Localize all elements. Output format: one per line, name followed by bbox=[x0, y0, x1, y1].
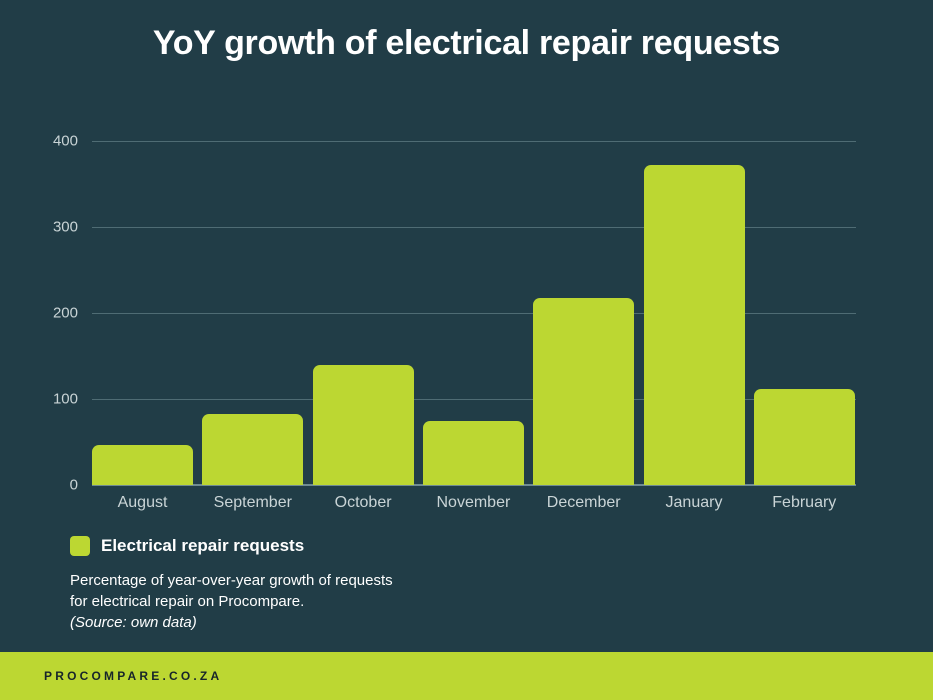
y-tick-label: 0 bbox=[69, 476, 78, 494]
bar-august bbox=[92, 444, 193, 485]
x-tick-label: February bbox=[772, 494, 837, 511]
description-text: Percentage of year-over-year growth of r… bbox=[70, 572, 393, 610]
x-tick-label: December bbox=[546, 494, 621, 511]
gridline-100 bbox=[92, 399, 856, 400]
y-tick-label: 400 bbox=[52, 132, 78, 150]
x-tick-label: September bbox=[213, 494, 292, 511]
footer-site-link[interactable]: PROCOMPARE.CO.ZA bbox=[44, 669, 223, 683]
y-tick-label: 200 bbox=[52, 304, 78, 322]
source-note: (Source: own data) bbox=[70, 614, 197, 631]
y-tick-label: 300 bbox=[52, 218, 78, 236]
legend-label: Electrical repair requests bbox=[101, 536, 305, 555]
gridline-300 bbox=[92, 227, 856, 228]
bar-february bbox=[753, 388, 855, 485]
y-tick-label: 100 bbox=[52, 390, 78, 408]
bar-january bbox=[643, 165, 745, 485]
x-tick-label: November bbox=[436, 494, 511, 511]
x-tick-label: October bbox=[334, 494, 392, 511]
gridline-200 bbox=[92, 313, 856, 314]
bar-november bbox=[422, 420, 524, 485]
x-tick-label: August bbox=[117, 494, 168, 511]
chart-title: YoY growth of electrical repair requests bbox=[152, 24, 781, 62]
bar-october bbox=[312, 364, 414, 485]
x-tick-label: January bbox=[665, 494, 723, 511]
footer-bar: PROCOMPARE.CO.ZA bbox=[0, 652, 933, 700]
plot-area: 400 300 200 100 0 August September October… bbox=[52, 132, 856, 511]
chart-description: Percentage of year-over-year growth of r… bbox=[70, 570, 410, 633]
x-axis-line bbox=[92, 484, 856, 486]
legend-swatch bbox=[70, 536, 90, 556]
gridline-400 bbox=[92, 141, 856, 142]
bar-december bbox=[533, 297, 635, 485]
legend: Electrical repair requests bbox=[70, 536, 304, 556]
bar-september bbox=[202, 414, 304, 485]
